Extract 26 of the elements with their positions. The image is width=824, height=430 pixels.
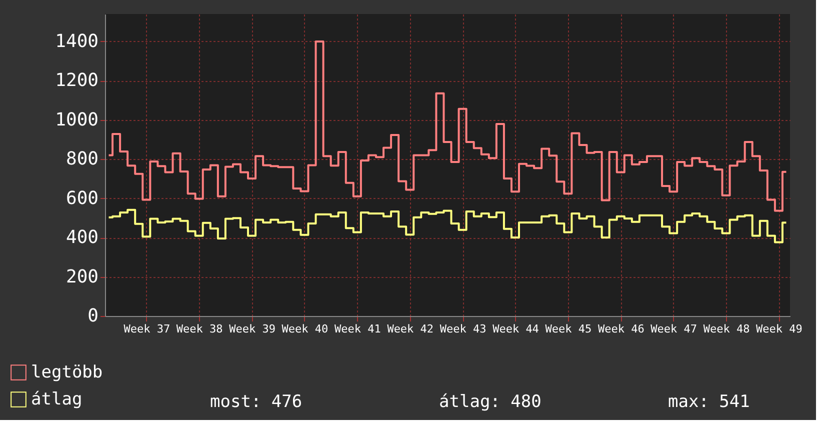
y-tick-label: 1200 (55, 70, 98, 92)
x-tick-label: Week 42 (387, 322, 434, 336)
text: átlag: 480 (439, 392, 542, 412)
x-tick-label: Week 48 (703, 322, 750, 336)
text: max: 541 (668, 392, 750, 412)
x-tick-label: Week 40 (282, 322, 328, 336)
legend-label: átlag (31, 390, 82, 410)
x-tick-label: Week 37 (124, 322, 170, 336)
x-tick-label: Week 39 (229, 322, 276, 336)
x-tick-label: Week 46 (598, 322, 644, 336)
y-tick-label: 0 (88, 306, 98, 326)
x-tick-label: Week 43 (440, 322, 486, 336)
y-tick-label: 1400 (55, 30, 98, 52)
text: most: 476 (210, 392, 302, 412)
x-tick-label: Week 49 (756, 322, 802, 336)
y-tick-label: 600 (66, 188, 98, 209)
y-tick-label: 200 (66, 266, 98, 288)
y-tick-label: 400 (66, 227, 98, 248)
x-tick-label: Week 38 (176, 322, 223, 336)
legend-label: legtöbb (31, 362, 103, 382)
x-tick-label: Week 41 (334, 322, 381, 336)
x-tick-label: Week 45 (545, 322, 592, 336)
y-tick-label: 1000 (55, 109, 98, 130)
x-tick-label: Week 47 (650, 322, 698, 336)
x-tick-label: Week 44 (492, 322, 540, 336)
y-tick-label: 800 (66, 148, 98, 170)
